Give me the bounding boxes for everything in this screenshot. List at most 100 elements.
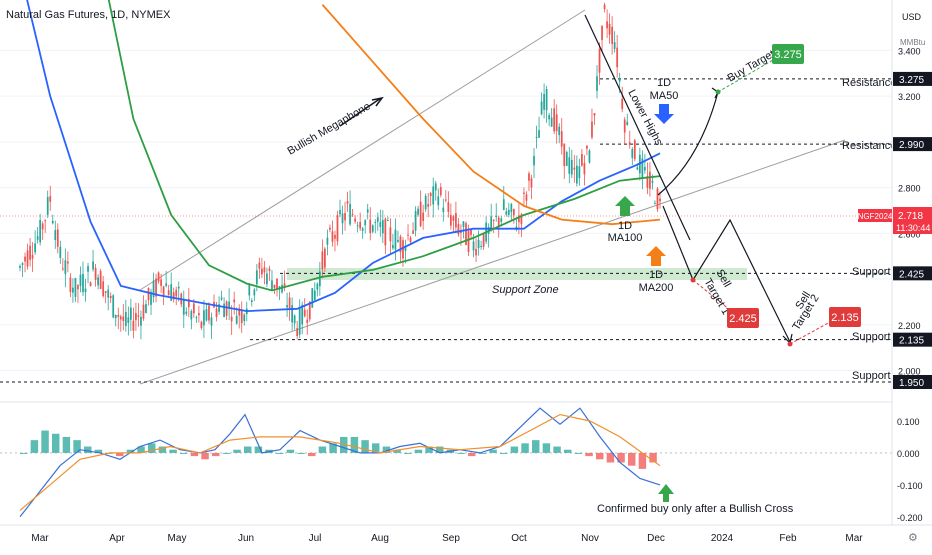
candle-body bbox=[99, 271, 102, 290]
level-tag-text: 2.990 bbox=[899, 140, 924, 151]
macd-histogram-bar bbox=[585, 452, 593, 457]
candle-body bbox=[427, 204, 430, 207]
time-tick: Dec bbox=[647, 533, 665, 544]
candle-body bbox=[266, 273, 268, 285]
macd-buy-arrow-icon bbox=[658, 484, 674, 502]
candle-body bbox=[467, 231, 470, 253]
candle-body bbox=[56, 229, 59, 247]
candle-body bbox=[384, 218, 387, 246]
candle-body bbox=[137, 315, 140, 317]
candle-body bbox=[414, 211, 417, 231]
macd-histogram-bar bbox=[340, 436, 348, 453]
settings-gear-icon[interactable]: ⚙ bbox=[908, 532, 918, 544]
candle-body bbox=[507, 209, 510, 215]
candle-body bbox=[553, 108, 556, 132]
time-axis-ticks: Mar Apr May Jun Jul Aug Sep Oct Nov Dec 2024 Feb Mar bbox=[31, 533, 863, 544]
candle-body bbox=[200, 321, 203, 328]
candle-body bbox=[404, 245, 407, 251]
candle-body bbox=[649, 171, 651, 189]
support-zone-band bbox=[287, 268, 747, 280]
ma100-arrow-icon bbox=[615, 196, 635, 216]
macd-histogram-bar bbox=[564, 449, 572, 453]
macd-histogram-bar bbox=[521, 443, 529, 453]
candle-body bbox=[135, 312, 137, 321]
candle-body bbox=[475, 248, 477, 256]
time-tick: Aug bbox=[371, 533, 389, 544]
candle-body bbox=[66, 261, 69, 264]
macd-histogram-bar bbox=[574, 452, 583, 454]
candle-body bbox=[31, 255, 34, 259]
candle-body bbox=[187, 298, 190, 308]
candle-body bbox=[329, 227, 331, 230]
candle-body bbox=[283, 283, 286, 289]
sell-target-1-badge bbox=[727, 308, 759, 328]
candle-body bbox=[530, 178, 533, 188]
candle-body bbox=[26, 250, 29, 267]
candle-body bbox=[588, 150, 591, 163]
candle-body bbox=[596, 76, 598, 91]
candle-body bbox=[170, 284, 173, 301]
macd-histogram-bar bbox=[116, 452, 124, 457]
macd-histogram-bar bbox=[244, 446, 252, 453]
buy-target-badge bbox=[772, 44, 804, 64]
candle-body bbox=[432, 186, 435, 205]
candle-body bbox=[49, 196, 52, 202]
candle-body bbox=[523, 192, 525, 194]
candle-body bbox=[618, 77, 621, 82]
candle-body bbox=[129, 307, 132, 320]
time-tick: Mar bbox=[31, 533, 49, 544]
macd-histogram-bar bbox=[361, 440, 369, 453]
candle-body bbox=[185, 311, 188, 314]
macd-histogram-bar bbox=[30, 440, 39, 453]
candle-body bbox=[611, 26, 614, 44]
candle-body bbox=[371, 225, 374, 232]
candle-body bbox=[636, 167, 639, 170]
candle-body bbox=[303, 309, 306, 317]
sell-target-2-badge bbox=[829, 307, 861, 327]
candle-body bbox=[591, 121, 593, 138]
candle-body bbox=[633, 140, 636, 160]
candle-body bbox=[109, 295, 112, 299]
macd-histogram-bar bbox=[84, 446, 92, 453]
candle-body bbox=[386, 220, 389, 222]
candle-body bbox=[24, 256, 26, 262]
candle-body bbox=[190, 311, 193, 320]
macd-histogram-bar bbox=[233, 449, 241, 453]
candle-body bbox=[215, 308, 218, 318]
candle-body bbox=[145, 304, 147, 314]
sell-target-1-dot bbox=[690, 277, 696, 283]
candle-body bbox=[124, 311, 127, 326]
macd-histogram-bar bbox=[201, 452, 209, 460]
candle-body bbox=[447, 202, 450, 212]
megaphone-label: Bullish Megaphone bbox=[286, 100, 373, 157]
sell-target-2-connector bbox=[789, 321, 831, 345]
candle-body bbox=[528, 173, 530, 181]
candle-body bbox=[182, 298, 185, 315]
macd-histogram-bar bbox=[180, 452, 188, 454]
macd-histogram-bar bbox=[276, 452, 284, 454]
candle-body bbox=[255, 270, 258, 285]
ma50-label-line2: MA50 bbox=[650, 90, 679, 102]
candle-body bbox=[21, 263, 24, 265]
candle-body bbox=[273, 284, 276, 288]
macd-histogram-bar bbox=[212, 452, 220, 457]
macd-histogram-bar bbox=[617, 452, 625, 463]
macd-pane bbox=[0, 407, 892, 518]
candle-body bbox=[449, 215, 452, 226]
candle-body bbox=[223, 303, 225, 318]
level-tag bbox=[893, 137, 932, 152]
candle-body bbox=[268, 268, 271, 271]
support-1-label: Support 1 bbox=[852, 266, 900, 278]
candle-body bbox=[578, 166, 581, 179]
candle-body bbox=[492, 219, 495, 221]
macd-histogram-bar bbox=[20, 452, 28, 454]
candle-body bbox=[581, 153, 583, 166]
candle-body bbox=[575, 165, 578, 184]
candle-body bbox=[510, 204, 513, 213]
candle-body bbox=[84, 288, 87, 293]
time-tick: Nov bbox=[581, 533, 599, 544]
level-lines bbox=[0, 78, 892, 383]
candle-body bbox=[69, 277, 72, 293]
candle-body bbox=[613, 42, 616, 49]
candle-body bbox=[543, 93, 545, 110]
